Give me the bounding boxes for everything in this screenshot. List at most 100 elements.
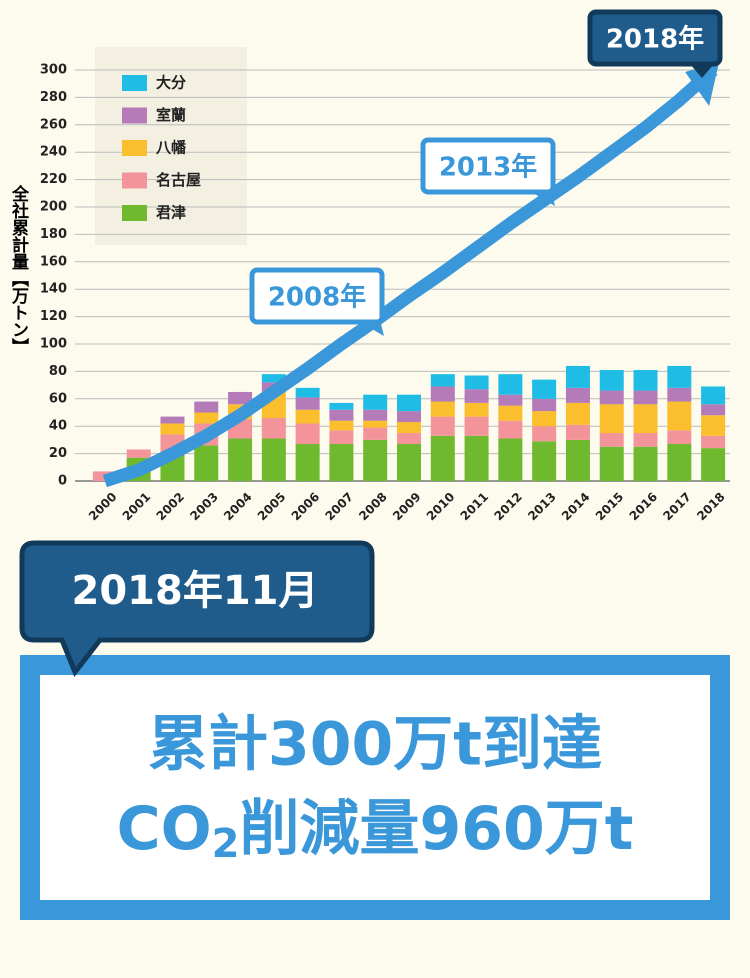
legend-swatch (122, 172, 147, 189)
bar-segment (397, 394, 421, 412)
bar-segment (329, 430, 354, 445)
y-tick-label: 220 (40, 172, 67, 187)
bar-segment (633, 370, 658, 391)
bar-segment (498, 420, 523, 439)
bar-segment (599, 446, 624, 481)
bar-segment (397, 444, 421, 481)
legend-swatch (122, 140, 147, 156)
bar-segment (633, 404, 658, 434)
bar-segment (498, 394, 523, 406)
bar-segment (261, 374, 286, 383)
x-tick-label: 2002 (154, 490, 188, 524)
x-tick-label: 2015 (593, 490, 627, 524)
x-tick-label: 2016 (627, 490, 661, 524)
bar-segment (532, 411, 557, 427)
bar-segment (430, 435, 455, 481)
y-tick-label: 280 (40, 90, 67, 105)
bar-segment (295, 409, 320, 424)
legend-box (95, 47, 247, 245)
cumulative-arrow (102, 65, 718, 488)
legend-label: 室蘭 (156, 106, 186, 124)
bar-segment (464, 435, 489, 481)
bar-segment (599, 370, 624, 391)
x-tick-label: 2011 (458, 490, 492, 524)
bar-segment (565, 439, 590, 481)
y-axis-label: 全社累計量【万トン】 (8, 184, 30, 355)
bar-segment (160, 423, 185, 435)
bar-segment (363, 427, 388, 440)
bar-segment (599, 433, 624, 447)
y-tick-label: 80 (49, 364, 67, 379)
annotation-label: 2008年 (268, 282, 366, 313)
x-tick-label: 2010 (424, 490, 458, 524)
y-tick-label: 200 (40, 200, 67, 215)
headline: 累計300万t到達 (148, 710, 602, 780)
annotation-box (249, 267, 385, 325)
y-tick-label: 140 (40, 282, 67, 297)
bar-segment (667, 387, 692, 402)
x-tick-label: 2006 (289, 490, 323, 524)
annotation-label: 2018年 (606, 24, 704, 55)
bar-segment (667, 430, 692, 445)
bar-segment (430, 416, 455, 436)
bar-segment (532, 426, 557, 442)
bar-segment (565, 402, 590, 425)
bar-segment (160, 416, 185, 424)
y-tick-label: 60 (49, 391, 67, 406)
legend-label: 君津 (156, 204, 186, 222)
date-text: 2018年11月 (72, 568, 319, 614)
subscript: 2 (212, 821, 240, 867)
x-tick-label: 2007 (322, 490, 356, 524)
x-tick-label: 2012 (491, 490, 525, 524)
bar-segment (667, 444, 692, 481)
y-tick-label: 40 (49, 419, 67, 434)
legend-label: 名古屋 (156, 171, 201, 189)
y-tick-label: 100 (40, 337, 67, 352)
bar-segment (633, 446, 658, 481)
result-box (20, 655, 730, 920)
arrow-head (685, 62, 720, 106)
bar-segment (363, 439, 388, 481)
bar-segment (261, 417, 286, 439)
legend-swatch (122, 75, 147, 91)
y-tick-label: 0 (58, 474, 67, 489)
bar-segment (565, 424, 590, 440)
bar-segment (667, 401, 692, 431)
bar-segment (498, 405, 523, 421)
bar-segment (633, 390, 658, 405)
bar-segment (397, 411, 421, 423)
date-bubble (19, 540, 375, 677)
reduction-text: 削減量960万t (239, 794, 633, 864)
bar-segment (599, 404, 624, 434)
bar-segment (701, 435, 726, 449)
bar-segment (498, 374, 523, 395)
bar-segment (295, 387, 320, 398)
y-tick-label: 120 (40, 309, 67, 324)
bar-segment (464, 375, 489, 390)
bar-segment (599, 390, 624, 405)
subline: CO2削減量960万t (117, 794, 634, 867)
bar-segment (430, 401, 455, 417)
bar-segment (397, 422, 421, 434)
y-tick-label: 160 (40, 254, 67, 269)
bar-segment (430, 386, 455, 402)
y-tick-label: 260 (40, 117, 67, 132)
annotation-box (420, 137, 556, 195)
x-tick-label: 2008 (356, 490, 390, 524)
co-text: CO (117, 794, 212, 864)
legend-label: 大分 (156, 74, 186, 92)
legend-swatch (122, 107, 147, 124)
bar-segment (329, 420, 354, 431)
bar-segment (295, 444, 320, 481)
bar-segment (430, 374, 455, 387)
bar-segment (228, 391, 253, 405)
x-tick-label: 2000 (86, 490, 120, 524)
bar-segment (194, 412, 219, 424)
bar-segment (633, 433, 658, 447)
bar-segment (667, 365, 692, 388)
bar-segment (363, 394, 388, 410)
y-tick-label: 180 (40, 227, 67, 242)
x-tick-label: 2009 (390, 490, 424, 524)
x-tick-label: 2004 (221, 490, 255, 524)
